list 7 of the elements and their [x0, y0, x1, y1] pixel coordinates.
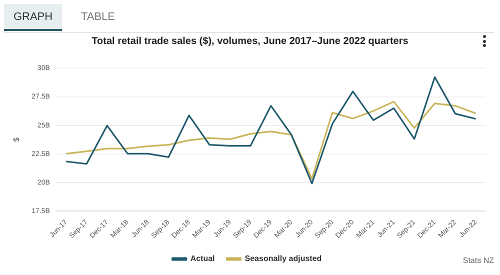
text: TABLE — [80, 10, 116, 25]
chart-title: Total retail trade sales ($), volumes, June 2017–June 2022 quarters — [90, 36, 410, 47]
text: Stats NZ — [462, 256, 494, 265]
legend-label: Actual — [190, 254, 215, 264]
y-axis-title: $ — [12, 136, 22, 142]
legend-label: Seasonally adjusted — [244, 254, 322, 264]
text: GRAPH — [4, 4, 62, 31]
